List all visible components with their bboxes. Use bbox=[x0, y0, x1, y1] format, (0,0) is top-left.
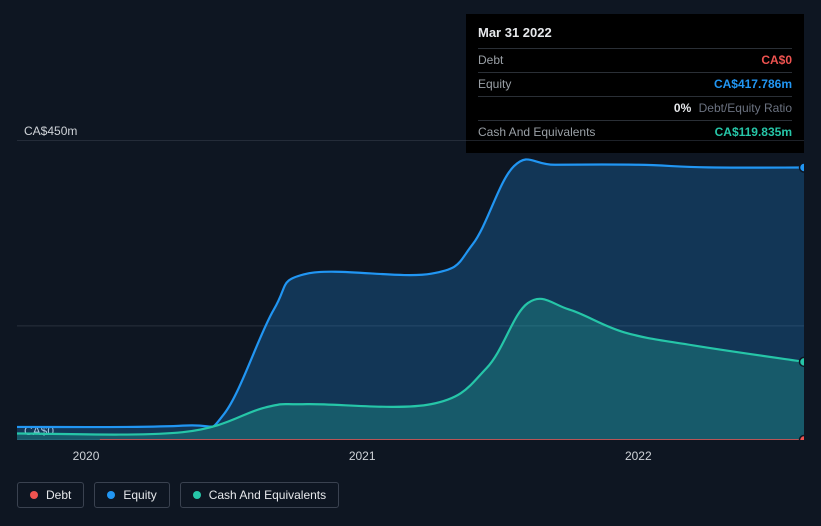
tooltip-value: CA$417.786m bbox=[714, 76, 792, 93]
x-tick-label: 2021 bbox=[349, 449, 376, 463]
legend-item-cash[interactable]: Cash And Equivalents bbox=[180, 482, 339, 508]
cash-endpoint-marker bbox=[800, 357, 805, 366]
circle-icon bbox=[30, 491, 38, 499]
tooltip-value: CA$0 bbox=[761, 52, 792, 69]
tooltip-label: Equity bbox=[478, 76, 511, 93]
legend-item-equity[interactable]: Equity bbox=[94, 482, 169, 508]
legend-label: Cash And Equivalents bbox=[209, 488, 326, 502]
ratio-percent: 0% bbox=[674, 101, 691, 115]
legend: Debt Equity Cash And Equivalents bbox=[17, 482, 339, 508]
tooltip-row-equity: Equity CA$417.786m bbox=[478, 72, 792, 96]
tooltip-value: 0% Debt/Equity Ratio bbox=[674, 100, 792, 117]
tooltip-row-ratio: 0% Debt/Equity Ratio bbox=[478, 96, 792, 120]
chart-tooltip: Mar 31 2022 Debt CA$0 Equity CA$417.786m… bbox=[466, 14, 804, 153]
circle-icon bbox=[107, 491, 115, 499]
tooltip-row-debt: Debt CA$0 bbox=[478, 48, 792, 72]
financial-area-chart bbox=[17, 140, 804, 440]
circle-icon bbox=[193, 491, 201, 499]
tooltip-value: CA$119.835m bbox=[715, 124, 792, 141]
x-tick-label: 2020 bbox=[73, 449, 100, 463]
legend-label: Equity bbox=[123, 488, 156, 502]
tooltip-label: Debt bbox=[478, 52, 503, 69]
legend-item-debt[interactable]: Debt bbox=[17, 482, 84, 508]
tooltip-date: Mar 31 2022 bbox=[478, 24, 792, 48]
y-tick-label-top: CA$450m bbox=[24, 124, 77, 138]
ratio-text: Debt/Equity Ratio bbox=[699, 101, 792, 115]
legend-label: Debt bbox=[46, 488, 71, 502]
tooltip-label: Cash And Equivalents bbox=[478, 124, 595, 141]
x-tick-label: 2022 bbox=[625, 449, 652, 463]
equity-endpoint-marker bbox=[800, 163, 805, 172]
